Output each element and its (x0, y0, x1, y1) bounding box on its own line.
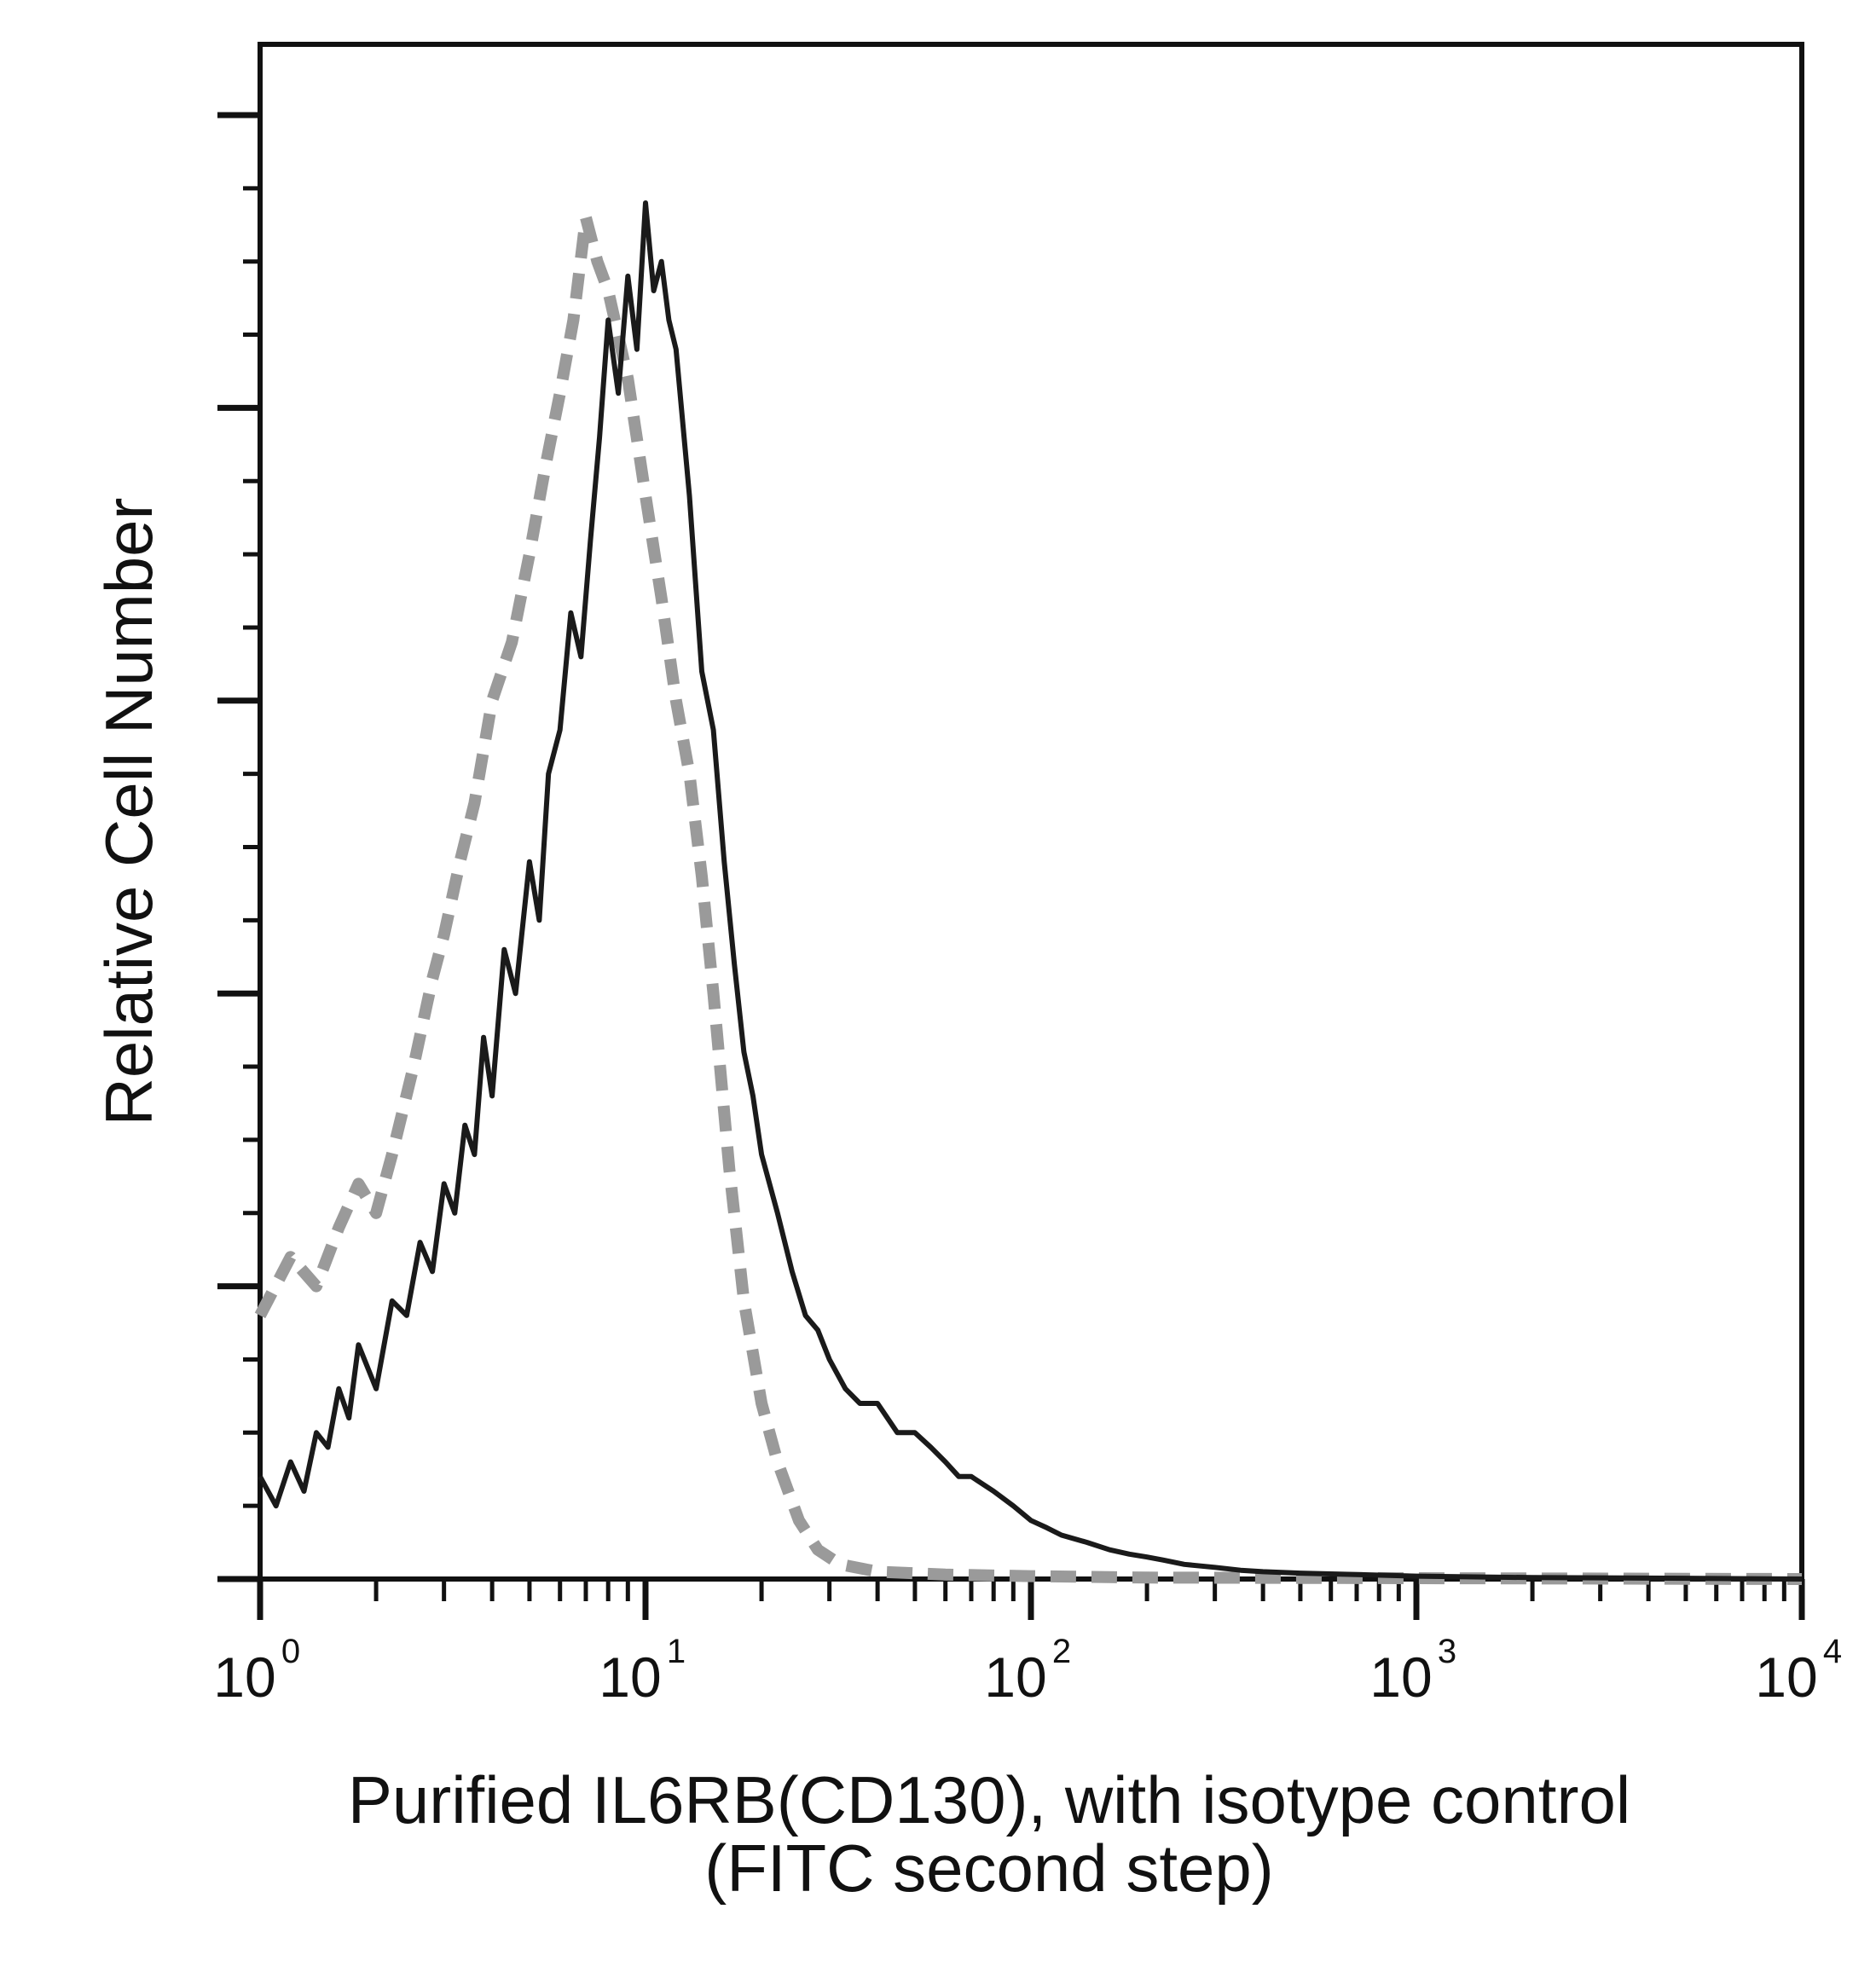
histogram-series (254, 200, 1803, 1585)
x-tick-label: 10 (1369, 1646, 1432, 1709)
x-tick-exponent: 0 (281, 1633, 300, 1670)
y-axis-label: Relative Cell Number (91, 498, 166, 1126)
x-tick-exponent: 1 (667, 1633, 686, 1670)
x-tick-label: 10 (1755, 1646, 1817, 1709)
x-tick-label: 10 (213, 1646, 275, 1709)
x-tick-exponent: 3 (1438, 1633, 1456, 1670)
x-axis-ticks (257, 1579, 1805, 1620)
x-tick-exponent: 2 (1052, 1633, 1071, 1670)
x-axis-label-line1: Purified IL6RB(CD130), with isotype cont… (348, 1762, 1630, 1837)
il6rb-histogram-line (258, 200, 1803, 1582)
isotype-control-histogram-line (254, 211, 1803, 1585)
x-axis-label-line2: (FITC second step) (704, 1831, 1274, 1906)
x-tick-label: 10 (984, 1646, 1046, 1709)
x-tick-exponent: 4 (1823, 1633, 1842, 1670)
x-axis-tick-labels: 10 0 10 1 10 2 10 3 10 4 (213, 1633, 1842, 1709)
plot-frame (258, 42, 1804, 1582)
y-axis-ticks (217, 112, 260, 1582)
x-tick-label: 10 (599, 1646, 661, 1709)
